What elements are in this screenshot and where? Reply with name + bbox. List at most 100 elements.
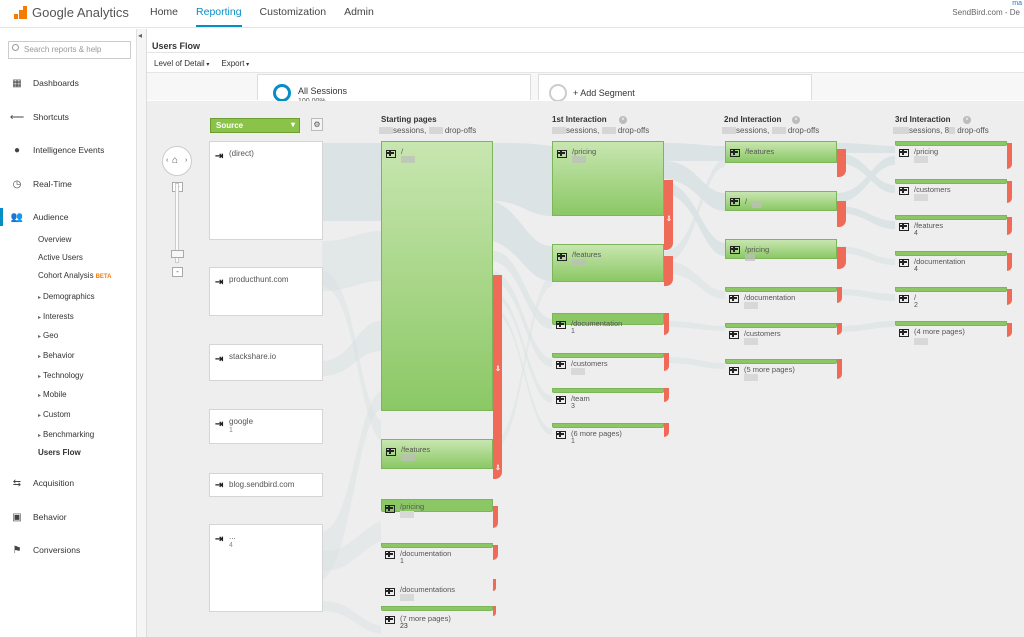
- nav-reporting[interactable]: Reporting: [196, 6, 242, 27]
- sidebar-sub-geo[interactable]: Geo: [38, 331, 58, 340]
- sidebar-sub-overview[interactable]: Overview: [38, 235, 72, 244]
- dropoff-bar[interactable]: [1007, 181, 1012, 203]
- zoom-out-button[interactable]: -: [172, 267, 183, 277]
- add-segment-button[interactable]: + Add Segment: [538, 74, 812, 102]
- dropoff-bar[interactable]: [837, 359, 842, 379]
- source-node[interactable]: ⇥ producthunt.com: [209, 267, 323, 316]
- page-node[interactable]: /: [725, 191, 837, 211]
- dropoff-bar[interactable]: [837, 149, 846, 177]
- page-node[interactable]: /documentations: [381, 582, 493, 606]
- sidebar-sub-users-flow[interactable]: Users Flow: [38, 448, 81, 457]
- zoom-slider-track[interactable]: [175, 183, 179, 263]
- dropoff-bar[interactable]: [664, 353, 669, 371]
- source-dimension-dropdown[interactable]: Source: [210, 118, 300, 133]
- sidebar-sub-custom[interactable]: Custom: [38, 410, 71, 419]
- dropoff-bar[interactable]: [1007, 217, 1012, 235]
- page-node[interactable]: / 2: [895, 287, 1007, 311]
- search-input[interactable]: Search reports & help: [8, 41, 131, 59]
- page-node[interactable]: /team 3: [552, 388, 664, 414]
- page-node[interactable]: /documentation: [725, 287, 837, 313]
- page-node[interactable]: /features: [725, 141, 837, 163]
- dropoff-bar[interactable]: [837, 247, 846, 269]
- dropoff-bar[interactable]: [664, 423, 669, 437]
- sidebar-item-shortcuts[interactable]: ⟵ Shortcuts: [0, 108, 137, 126]
- segment-all-sessions[interactable]: All Sessions 100.00%: [257, 74, 531, 105]
- page-node[interactable]: /pricing: [725, 239, 837, 261]
- sidebar-sub-benchmarking[interactable]: Benchmarking: [38, 430, 94, 439]
- page-node[interactable]: /: [381, 141, 493, 411]
- sidebar-sub-behavior[interactable]: Behavior: [38, 351, 75, 360]
- dropoff-bar[interactable]: [1007, 143, 1012, 169]
- close-icon[interactable]: ×: [619, 116, 627, 124]
- page-node[interactable]: /pricing: [895, 141, 1007, 165]
- dropoff-bar[interactable]: [1007, 289, 1012, 305]
- sidebar-collapse-handle[interactable]: ◂: [137, 29, 147, 637]
- source-node[interactable]: ⇥ blog.sendbird.com: [209, 473, 323, 497]
- users-flow-canvas[interactable]: Source ⚙ ‹ ⌂ › + - Starting pages sessio…: [147, 101, 1024, 637]
- sidebar-sub-technology[interactable]: Technology: [38, 371, 83, 380]
- account-link[interactable]: ma: [1012, 0, 1022, 7]
- sidebar-sub-demographics[interactable]: Demographics: [38, 292, 95, 301]
- dropoff-bar[interactable]: [837, 287, 842, 303]
- gear-icon[interactable]: ⚙: [311, 118, 323, 131]
- page-node[interactable]: /documentation 1: [381, 543, 493, 567]
- sidebar-item-real-time[interactable]: ◷ Real-Time: [0, 175, 137, 193]
- nav-customization[interactable]: Customization: [259, 6, 327, 18]
- dropoff-bar[interactable]: [493, 579, 496, 591]
- sidebar-sub-mobile[interactable]: Mobile: [38, 390, 67, 399]
- page-node[interactable]: /features: [381, 439, 493, 469]
- dropoff-bar[interactable]: [664, 256, 673, 286]
- source-node[interactable]: ⇥ (direct): [209, 141, 323, 240]
- account-selector[interactable]: SendBird.com - De: [952, 8, 1020, 17]
- pan-home-control[interactable]: ‹ ⌂ ›: [162, 146, 192, 176]
- page-node[interactable]: (6 more pages) 1: [552, 423, 664, 449]
- page-node[interactable]: (7 more pages) 23: [381, 606, 493, 636]
- level-of-detail-menu[interactable]: Level of Detail: [154, 59, 209, 68]
- page-node[interactable]: /customers: [552, 353, 664, 379]
- sidebar-item-conversions[interactable]: ⚑ Conversions: [0, 541, 137, 559]
- page-node[interactable]: /customers: [895, 179, 1007, 203]
- nav-home[interactable]: Home: [150, 6, 179, 18]
- dropoff-bar[interactable]: [493, 506, 498, 528]
- page-node[interactable]: /pricing: [381, 499, 493, 523]
- nav-admin[interactable]: Admin: [344, 6, 374, 18]
- page-node[interactable]: /customers: [725, 323, 837, 349]
- page-node[interactable]: /features: [552, 244, 664, 282]
- dropoff-bar[interactable]: ⇩: [493, 449, 502, 479]
- zoom-slider-handle[interactable]: [171, 250, 184, 258]
- source-node[interactable]: ⇥ ... 4: [209, 524, 323, 612]
- sidebar-sub-interests[interactable]: Interests: [38, 312, 74, 321]
- dropoff-bar[interactable]: [837, 201, 846, 227]
- ga-logo[interactable]: Google Analytics: [14, 5, 129, 20]
- dropoff-bar[interactable]: [837, 323, 842, 335]
- sidebar-item-behavior[interactable]: ▣ Behavior: [0, 508, 137, 526]
- sidebar-sub-active-users[interactable]: Active Users: [38, 253, 83, 262]
- source-node[interactable]: ⇥ google 1: [209, 409, 323, 444]
- dropoff-bar[interactable]: [664, 388, 669, 402]
- close-icon[interactable]: ×: [963, 116, 971, 124]
- pan-left-icon[interactable]: ‹: [166, 157, 169, 164]
- sidebar-item-dashboards[interactable]: ▦ Dashboards: [0, 74, 137, 92]
- page-node[interactable]: /documentation 1: [552, 313, 664, 339]
- sidebar-item-intelligence-events[interactable]: ● Intelligence Events: [0, 141, 137, 159]
- dropoff-bar[interactable]: ⇩: [664, 180, 673, 250]
- page-node[interactable]: /pricing: [552, 141, 664, 216]
- source-node[interactable]: ⇥ stackshare.io: [209, 344, 323, 381]
- dropoff-bar[interactable]: [664, 313, 669, 335]
- dropoff-bar[interactable]: [493, 545, 498, 560]
- dropoff-bar[interactable]: [1007, 323, 1012, 337]
- page-node[interactable]: /features 4: [895, 215, 1007, 239]
- page-node[interactable]: /documentation 4: [895, 251, 1007, 275]
- home-icon[interactable]: ⌂: [172, 155, 179, 166]
- sidebar-sub-cohort-analysis[interactable]: Cohort Analysis BETA: [38, 271, 111, 280]
- dropoff-bar[interactable]: ⇩: [493, 275, 502, 455]
- sidebar-item-audience[interactable]: 👥 Audience: [0, 208, 137, 226]
- pan-right-icon[interactable]: ›: [185, 157, 188, 164]
- export-menu[interactable]: Export: [221, 59, 249, 68]
- dropoff-bar[interactable]: [493, 606, 496, 616]
- sidebar-item-acquisition[interactable]: ⇆ Acquisition: [0, 474, 137, 492]
- dropoff-bar[interactable]: [1007, 253, 1012, 271]
- close-icon[interactable]: ×: [792, 116, 800, 124]
- page-node[interactable]: (4 more pages): [895, 321, 1007, 351]
- page-node[interactable]: (5 more pages): [725, 359, 837, 385]
